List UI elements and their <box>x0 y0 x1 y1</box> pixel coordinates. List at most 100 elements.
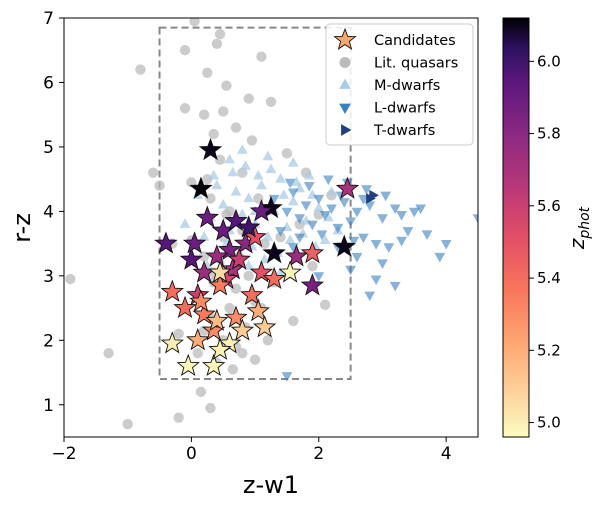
quasar-point <box>154 180 165 191</box>
quasar-point <box>202 67 213 78</box>
m-dwarf-point <box>179 218 191 228</box>
l-dwarf-point <box>402 227 414 237</box>
l-dwarf-point <box>377 214 388 224</box>
quasar-point <box>288 315 299 327</box>
y-tick-label: 6 <box>43 73 54 93</box>
m-dwarf-point <box>236 208 248 219</box>
m-dwarf-point <box>211 179 223 190</box>
legend-label: M-dwarfs <box>374 78 440 94</box>
series-candidates <box>154 137 360 377</box>
y-tick-label: 5 <box>43 138 54 158</box>
candidate-star <box>278 260 302 283</box>
quasar-point <box>265 96 277 108</box>
legend-label: Lit. quasars <box>374 56 458 72</box>
candidate-star <box>300 273 325 296</box>
m-dwarf-point <box>319 234 331 244</box>
quasar-point <box>173 328 184 340</box>
m-dwarf-point <box>275 173 286 183</box>
l-dwarf-point <box>281 372 293 382</box>
l-dwarf-point <box>357 194 369 205</box>
legend-triangle-right-marker <box>341 124 352 136</box>
candidate-star <box>252 315 277 338</box>
quasar-point <box>189 18 200 27</box>
l-dwarf-point <box>319 211 331 221</box>
candidate-star <box>237 215 261 238</box>
y-tick-label: 2 <box>43 331 54 351</box>
candidate-star <box>205 308 229 331</box>
candidate-star <box>246 299 270 322</box>
colorbar-tick-label: 5.4 <box>537 269 561 287</box>
m-dwarf-point <box>275 266 286 277</box>
legend-item-m-dwarfs: M-dwarfs <box>339 78 440 94</box>
plot-frame <box>63 17 479 438</box>
x-tick-label: 0 <box>186 444 197 464</box>
quasar-point <box>243 270 254 282</box>
y-tick-label: 4 <box>43 202 54 222</box>
legend: Candidates Lit. quasars M-dwarfs L-dwarfs T-… <box>325 23 474 146</box>
m-dwarf-point <box>252 169 264 180</box>
quasar-point <box>256 51 267 62</box>
quasar-point <box>237 348 248 359</box>
l-dwarf-point <box>370 275 382 286</box>
candidate-star <box>217 237 242 261</box>
colorbar-label-sub: phot <box>577 206 593 239</box>
l-dwarf-point <box>275 227 286 237</box>
candidate-star <box>208 337 232 360</box>
quasar-point <box>135 64 146 75</box>
colorbar-label-main: z <box>565 238 589 250</box>
m-dwarf-point <box>217 198 229 209</box>
quasar-point <box>262 335 274 346</box>
l-dwarf-point <box>303 182 315 192</box>
t-dwarf-point <box>369 189 379 201</box>
legend-item-candidates: Candidates <box>333 27 456 50</box>
candidate-star <box>176 353 200 377</box>
l-dwarf-point <box>345 217 357 228</box>
quasar-point <box>205 402 216 414</box>
candidate-star <box>173 295 197 319</box>
y-tick-label: 7 <box>43 9 54 29</box>
l-dwarf-point <box>415 204 427 215</box>
candidate-star <box>198 137 223 161</box>
candidate-star <box>189 289 213 312</box>
l-dwarf-point <box>313 194 325 205</box>
quasar-point <box>103 348 114 359</box>
candidate-star <box>262 240 286 264</box>
y-tick-label: 1 <box>43 396 54 416</box>
legend-triangle-up-marker <box>339 78 351 89</box>
y-axis: 1 2 3 4 5 6 7 <box>43 9 64 416</box>
candidate-star <box>189 176 213 199</box>
legend-star-marker <box>333 27 357 50</box>
quasar-point <box>147 167 159 178</box>
quasar-point <box>230 122 242 133</box>
quasar-point <box>202 173 213 185</box>
x-tick-label: 4 <box>441 444 452 464</box>
m-dwarf-point <box>256 179 267 190</box>
candidate-star <box>335 176 360 199</box>
series-t-dwarfs <box>366 189 379 204</box>
candidate-star <box>230 318 255 341</box>
l-dwarf-point <box>357 233 369 244</box>
m-dwarf-point <box>287 157 299 167</box>
l-dwarf-point <box>421 230 433 240</box>
candidate-star <box>332 234 356 257</box>
candidate-star <box>160 279 184 302</box>
candidate-star <box>208 260 232 283</box>
quasar-point <box>294 219 305 230</box>
quasar-point <box>281 148 293 159</box>
l-dwarf-point <box>370 240 382 250</box>
l-dwarf-point <box>332 223 344 234</box>
candidate-star <box>160 331 184 354</box>
quasar-point <box>192 348 203 359</box>
l-dwarf-point <box>351 207 363 218</box>
quasar-point <box>195 386 207 398</box>
x-tick-label: 2 <box>313 444 324 464</box>
candidate-star <box>182 231 207 254</box>
quasar-point <box>249 354 261 365</box>
x-tick-label: −2 <box>51 444 76 464</box>
l-dwarf-point <box>389 281 401 292</box>
selection-box <box>158 26 352 380</box>
l-dwarf-point <box>294 214 306 224</box>
quasar-point <box>208 128 219 140</box>
candidate-star <box>208 273 232 296</box>
